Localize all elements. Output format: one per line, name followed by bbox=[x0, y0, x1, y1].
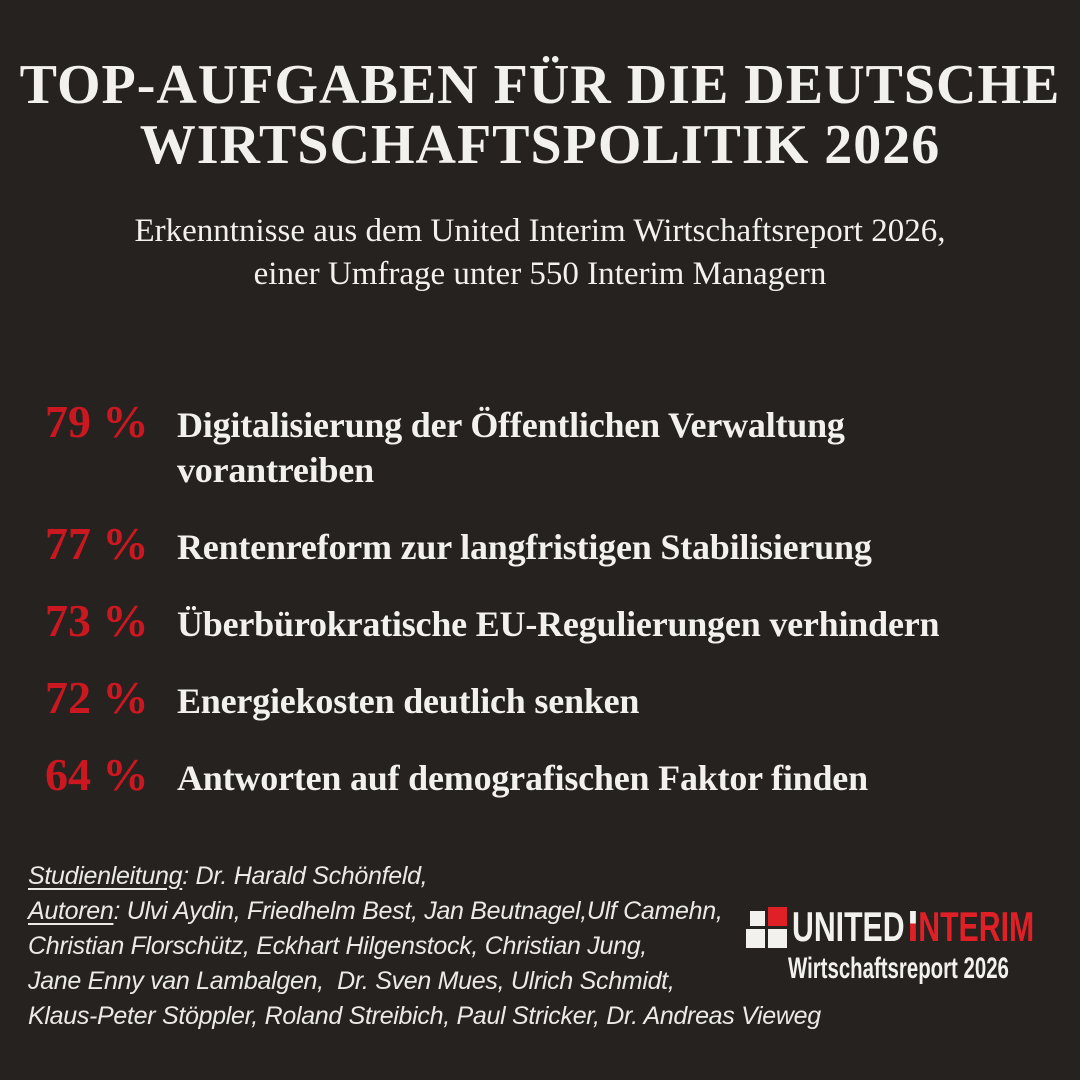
credits-block: Studienleitung: Dr. Harald Schönfeld, Au… bbox=[28, 859, 821, 1034]
stat-label: Digitalisierung der Öffentlichen Verwalt… bbox=[177, 405, 845, 490]
stat-percent: 77 % bbox=[45, 518, 149, 569]
logo-wordmark: UNITED NTERIM bbox=[792, 906, 1034, 948]
page-subtitle-line-2: einer Umfrage unter 550 Interim Managern bbox=[253, 256, 827, 292]
logo-tagline: Wirtschaftsreport 2026 bbox=[788, 952, 1009, 985]
logo-word-interim: NTERIM bbox=[910, 903, 1034, 950]
logo-square-bottom-left bbox=[746, 928, 765, 948]
logo-word-united: UNITED bbox=[792, 903, 905, 950]
page-title-line-2: WIRTSCHAFTSPOLITIK 2026 bbox=[139, 114, 941, 176]
stat-percent: 79 % bbox=[45, 396, 149, 447]
stat-row-demografie: 64 % Antworten auf demografischen Faktor… bbox=[45, 752, 1045, 801]
stat-percent: 73 % bbox=[45, 595, 149, 646]
stat-row-eu-regulierungen: 73 % Überbürokratische EU-Regulierungen … bbox=[45, 598, 1045, 647]
credit-line-authors-3: Jane Enny van Lambalgen, Dr. Sven Mues, … bbox=[28, 967, 675, 995]
logo-square-top-left bbox=[750, 910, 765, 926]
stat-label: Rentenreform zur langfristigen Stabilisi… bbox=[177, 527, 872, 567]
stat-label: Antworten auf demografischen Faktor find… bbox=[177, 758, 868, 798]
stats-list: 79 % Digitalisierung der Öffentlichen Ve… bbox=[45, 399, 1045, 801]
page-title: TOP-AUFGABEN FÜR DIE DEUTSCHE WIRTSCHAFT… bbox=[0, 55, 1080, 175]
stat-percent: 72 % bbox=[45, 672, 149, 723]
autoren-label: Autoren bbox=[28, 897, 114, 925]
page-title-line-1: TOP-AUFGABEN FÜR DIE DEUTSCHE bbox=[19, 54, 1061, 116]
logo-square-top-right-red bbox=[768, 906, 787, 926]
credit-line-authors-2: Christian Florschütz, Eckhart Hilgenstoc… bbox=[28, 932, 647, 960]
stat-label: Energiekosten deutlich senken bbox=[177, 681, 640, 721]
logo-letter-i-icon bbox=[910, 911, 917, 941]
logo-squares-icon bbox=[746, 906, 787, 948]
credit-line-autoren: Autoren: Ulvi Aydin, Friedhelm Best, Jan… bbox=[28, 894, 821, 929]
credit-line-studienleitung: Studienleitung: Dr. Harald Schönfeld, bbox=[28, 859, 821, 894]
page-subtitle: Erkenntnisse aus dem United Interim Wirt… bbox=[0, 210, 1080, 296]
logo-word-interim-rest: NTERIM bbox=[918, 903, 1035, 950]
stat-percent: 64 % bbox=[45, 749, 149, 800]
credit-line-authors-4: Klaus-Peter Stöppler, Roland Streibich, … bbox=[28, 1002, 821, 1030]
stat-row-energiekosten: 72 % Energiekosten deutlich senken bbox=[45, 675, 1045, 724]
stat-label: Überbürokratische EU-Regulierungen verhi… bbox=[177, 604, 940, 644]
studienleitung-label: Studienleitung bbox=[28, 862, 183, 890]
stat-row-digitalisierung: 79 % Digitalisierung der Öffentlichen Ve… bbox=[45, 399, 1045, 493]
united-interim-logo: UNITED NTERIM Wirtschaftsreport 2026 bbox=[746, 906, 1080, 984]
logo-square-bottom-right bbox=[768, 928, 787, 948]
stat-row-rentenreform: 77 % Rentenreform zur langfristigen Stab… bbox=[45, 521, 1045, 570]
studienleitung-text: : Dr. Harald Schönfeld, bbox=[182, 862, 428, 890]
page-subtitle-line-1: Erkenntnisse aus dem United Interim Wirt… bbox=[134, 213, 946, 249]
logo-row: UNITED NTERIM bbox=[746, 906, 1080, 948]
autoren-text: : Ulvi Aydin, Friedhelm Best, Jan Beutna… bbox=[113, 897, 723, 925]
